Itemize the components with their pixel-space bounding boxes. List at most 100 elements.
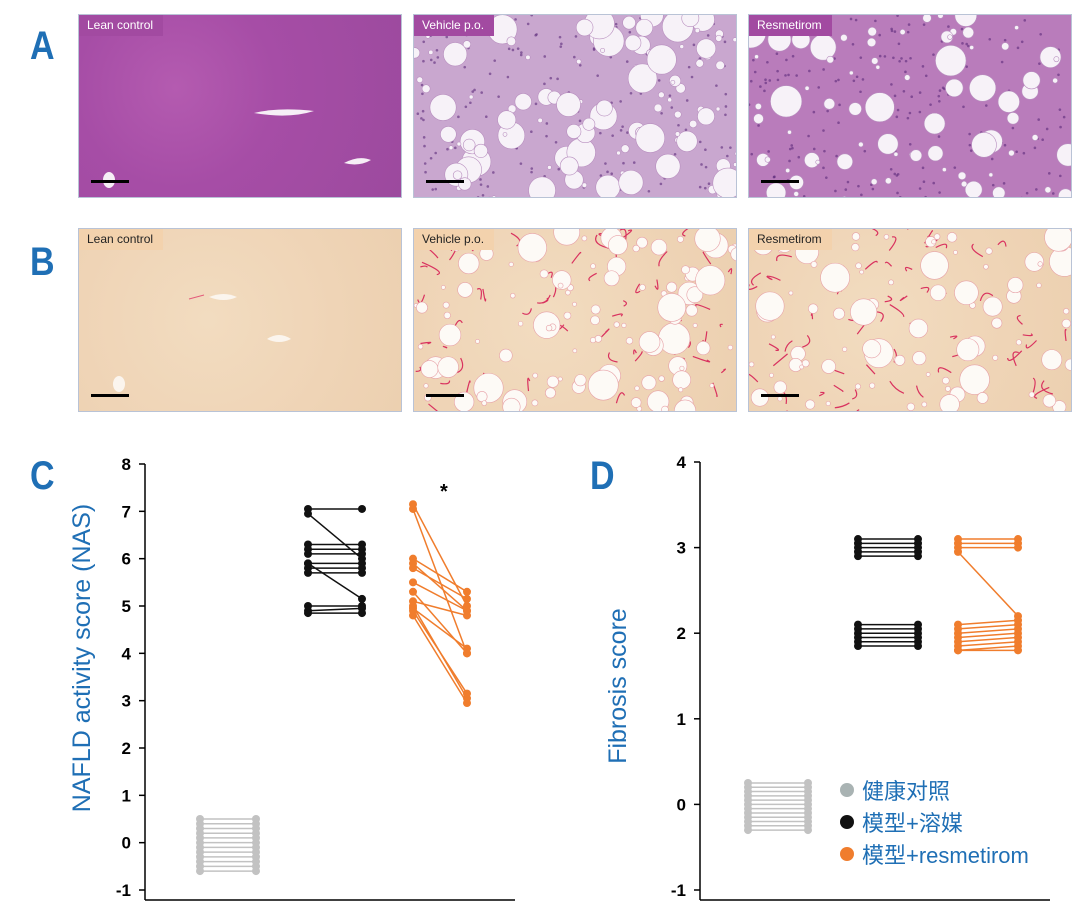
data-point (409, 604, 417, 613)
pair-line (412, 503, 468, 607)
data-point (304, 568, 312, 577)
pair-line (412, 600, 468, 617)
pair-line (957, 636, 1019, 643)
data-point (463, 689, 471, 698)
data-point (358, 504, 366, 513)
data-point (463, 587, 471, 596)
y-tick-label: 0 (122, 834, 131, 853)
data-point (409, 611, 417, 620)
data-point (954, 646, 962, 655)
panel-label-b: B (30, 240, 55, 284)
pair-line (307, 562, 363, 600)
legend-dot (840, 783, 854, 797)
data-point (358, 549, 366, 558)
data-point (854, 552, 862, 561)
scale-bar (91, 394, 129, 397)
data-point (463, 611, 471, 620)
y-axis-label: Fibrosis score (604, 608, 632, 764)
panel-label-c: C (30, 454, 55, 498)
pair-line (307, 607, 363, 612)
image-label: Vehicle p.o. (414, 15, 495, 36)
image-label: Resmetirom (749, 15, 832, 36)
data-point (409, 564, 417, 573)
y-tick-label: 4 (122, 644, 132, 663)
y-tick-label: -1 (671, 881, 686, 900)
data-point (914, 552, 922, 561)
y-tick-label: 8 (122, 455, 131, 474)
he-image-lean: Lean control (78, 14, 402, 198)
y-tick-label: -1 (116, 881, 131, 900)
sr-image-lean: Lean control (78, 228, 402, 412)
y-tick-label: 2 (677, 624, 686, 643)
data-point (196, 867, 204, 876)
data-point (358, 609, 366, 618)
image-label: Resmetirom (749, 229, 832, 250)
data-point (1014, 646, 1022, 655)
y-tick-label: 1 (122, 786, 131, 805)
y-tick-label: 4 (677, 453, 687, 472)
data-point (463, 649, 471, 658)
legend-dot (840, 847, 854, 861)
data-point (358, 594, 366, 603)
pair-line (957, 623, 1019, 630)
sr-image-resmetirom: Resmetirom (748, 228, 1072, 412)
scale-bar (761, 180, 799, 183)
pair-line (412, 610, 468, 694)
image-label: Lean control (79, 229, 164, 250)
legend-label: 模型+resmetirom (862, 843, 1029, 868)
y-axis-label: NAFLD activity score (NAS) (68, 504, 96, 812)
data-point (463, 594, 471, 603)
legend: 健康对照 模型+溶媒 模型+resmetirom (840, 774, 1029, 870)
pair-line (412, 508, 468, 654)
pair-line (957, 619, 1019, 626)
data-point (358, 568, 366, 577)
he-resmetirom-texture (749, 15, 1071, 197)
legend-label: 模型+溶媒 (862, 811, 963, 836)
data-point (409, 504, 417, 513)
data-point (304, 549, 312, 558)
pair-line (412, 558, 468, 593)
scale-bar (426, 180, 464, 183)
data-point (409, 587, 417, 596)
scale-bar (91, 180, 129, 183)
pair-line (412, 607, 468, 650)
y-tick-label: 0 (677, 795, 686, 814)
sr-lean-texture (113, 294, 291, 392)
data-point (854, 642, 862, 651)
pair-line (412, 591, 468, 654)
scale-bar (761, 394, 799, 397)
legend-item-lean: 健康对照 (840, 774, 1029, 806)
sr-vehicle-texture (414, 229, 736, 411)
image-label: Vehicle p.o. (414, 229, 495, 250)
data-point (409, 578, 417, 587)
he-vehicle-texture (414, 15, 736, 197)
pair-line (957, 632, 1019, 639)
y-tick-label: 5 (122, 597, 131, 616)
legend-item-vehicle: 模型+溶媒 (840, 806, 1029, 838)
data-point (409, 597, 417, 606)
y-tick-label: 2 (122, 739, 131, 758)
y-tick-label: 1 (677, 710, 686, 729)
significance-annotation: * (440, 481, 448, 503)
data-point (914, 642, 922, 651)
pair-line (412, 615, 468, 704)
legend-item-resmetirom: 模型+resmetirom (840, 838, 1029, 870)
scale-bar (426, 394, 464, 397)
pair-line (957, 641, 1019, 647)
panel-label-a: A (30, 24, 55, 68)
y-tick-label: 6 (122, 550, 131, 569)
pair-line (412, 567, 468, 600)
data-point (304, 559, 312, 568)
legend-label: 健康对照 (862, 779, 951, 804)
data-point (252, 867, 260, 876)
data-point (463, 699, 471, 708)
data-point (304, 509, 312, 518)
y-tick-label: 3 (677, 539, 686, 558)
legend-dot (840, 815, 854, 829)
sr-resmetirom-texture (749, 229, 1071, 411)
panel-label-d: D (590, 454, 615, 498)
data-point (954, 547, 962, 556)
y-tick-label: 7 (122, 502, 131, 521)
pair-line (957, 551, 1019, 617)
image-label: Lean control (79, 15, 164, 36)
